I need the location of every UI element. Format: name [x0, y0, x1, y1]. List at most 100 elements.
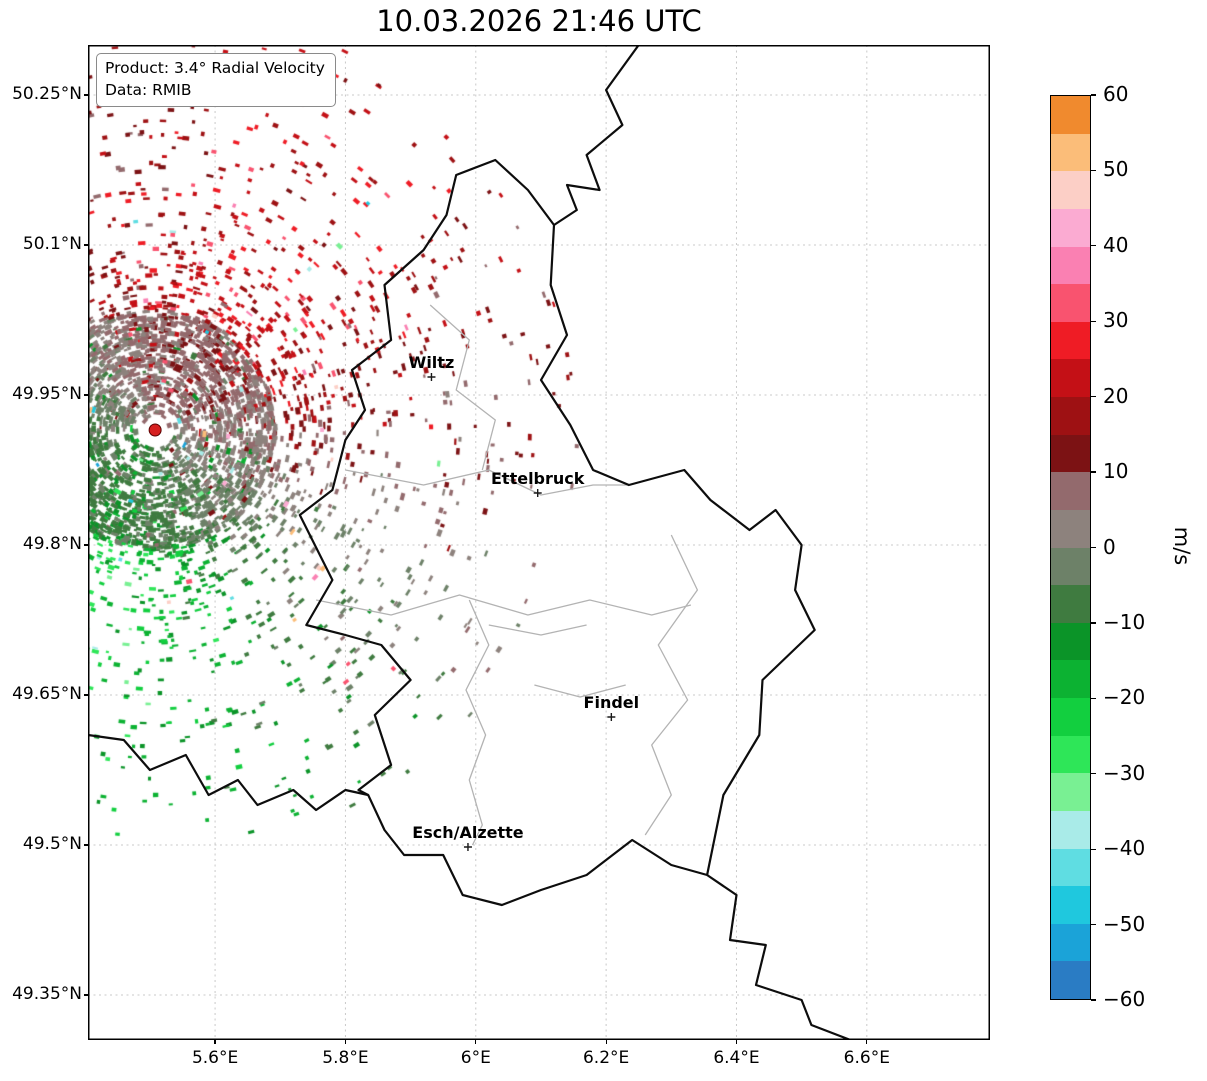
- x-tick-mark: [605, 1040, 607, 1044]
- colorbar-tick-mark: [1091, 169, 1096, 171]
- x-tick-mark: [866, 1040, 868, 1044]
- colorbar-tick-mark: [1091, 94, 1096, 96]
- district-border: [429, 304, 496, 471]
- colorbar-tick-label: 0: [1103, 534, 1116, 559]
- x-tick-mark: [344, 1040, 347, 1044]
- colorbar-band: [1051, 585, 1090, 623]
- district-border: [644, 534, 699, 836]
- x-tick-label: 6°E: [460, 1048, 491, 1068]
- colorbar-band: [1051, 434, 1090, 473]
- colorbar-tick-label: 50: [1103, 157, 1129, 182]
- city-label: Esch/Alzette: [412, 823, 523, 842]
- fr-de-border: [706, 874, 851, 1040]
- product-line: Product: 3.4° Radial Velocity: [105, 59, 325, 77]
- be-de-border: [553, 45, 640, 226]
- country-border: [298, 158, 816, 907]
- colorbar-band: [1051, 96, 1090, 134]
- colorbar-band: [1051, 246, 1090, 285]
- city-label: Ettelbruck: [491, 469, 585, 488]
- colorbar-band: [1051, 698, 1090, 736]
- colorbar-tick-label: −20: [1103, 685, 1146, 710]
- x-tick-mark: [214, 1040, 216, 1044]
- colorbar-band: [1051, 397, 1090, 435]
- y-tick-label: 49.35°N: [12, 984, 82, 1004]
- colorbar-tick-label: 10: [1103, 459, 1129, 484]
- colorbar-band: [1051, 321, 1090, 360]
- colorbar-tick-mark: [1091, 773, 1096, 775]
- x-tick-label: 5.8°E: [322, 1048, 369, 1068]
- colorbar-band: [1051, 133, 1090, 172]
- city-label: Findel: [584, 693, 640, 712]
- y-tick-label: 50.25°N: [12, 84, 82, 104]
- y-tick-mark: [84, 244, 88, 246]
- district-border: [465, 599, 490, 846]
- colorbar-tick-mark: [1091, 923, 1096, 926]
- colorbar-band: [1051, 171, 1090, 209]
- colorbar-tick-mark: [1091, 396, 1096, 398]
- colorbar-tick-mark: [1091, 546, 1096, 549]
- district-border: [345, 469, 629, 496]
- city-marker: [533, 489, 542, 497]
- colorbar-tick-label: 40: [1103, 232, 1129, 257]
- colorbar-tick-label: −10: [1103, 609, 1146, 634]
- x-tick-label: 5.6°E: [191, 1048, 239, 1068]
- colorbar-tick-label: −30: [1103, 760, 1146, 785]
- colorbar-band: [1051, 810, 1090, 849]
- x-tick-mark: [735, 1040, 738, 1044]
- colorbar-tick-mark: [1091, 320, 1096, 322]
- fr-be-border: [88, 733, 369, 812]
- city-label: Wiltz: [409, 353, 455, 372]
- colorbar-tick-label: −40: [1103, 836, 1146, 861]
- colorbar-tick-mark: [1091, 622, 1096, 624]
- colorbar-band: [1051, 660, 1090, 698]
- district-border: [534, 684, 626, 698]
- colorbar-tick-mark: [1091, 999, 1096, 1001]
- x-tick-mark: [475, 1040, 477, 1044]
- radar-echo-canvas: [88, 45, 990, 1040]
- city-marker: [427, 373, 436, 381]
- x-tick-label: 6.6°E: [843, 1048, 890, 1068]
- colorbar-band: [1051, 509, 1090, 548]
- colorbar-unit-label: m/s: [1170, 526, 1195, 566]
- data-source-line: Data: RMIB: [105, 81, 192, 99]
- y-tick-label: 49.65°N: [12, 684, 82, 704]
- colorbar-band: [1051, 359, 1090, 397]
- y-tick-label: 50.1°N: [22, 234, 82, 254]
- colorbar-tick-mark: [1091, 471, 1096, 473]
- colorbar-tick-mark: [1091, 697, 1096, 699]
- map-borders-layer: Wiltz Ettelbruck Findel Esch/Alzette: [88, 45, 990, 1040]
- plot-frame: [88, 45, 990, 1040]
- y-tick-label: 49.8°N: [22, 534, 82, 554]
- map-plot-area: Wiltz Ettelbruck Findel Esch/Alzette Produc…: [88, 45, 990, 1040]
- district-border: [315, 594, 692, 616]
- colorbar-band: [1051, 773, 1090, 811]
- colorbar-band: [1051, 961, 1090, 999]
- colorbar-band: [1051, 923, 1090, 962]
- colorbar-band: [1051, 622, 1090, 661]
- colorbar-band: [1051, 735, 1090, 774]
- y-tick-mark: [84, 544, 88, 546]
- y-tick-mark: [84, 844, 88, 846]
- colorbar-tick-label: 30: [1103, 308, 1129, 333]
- colorbar-tick-label: 20: [1103, 383, 1129, 408]
- y-tick-mark: [84, 94, 88, 96]
- y-tick-mark: [84, 694, 88, 696]
- figure-title: 10.03.2026 21:46 UTC: [376, 4, 702, 38]
- colorbar-tick-label: −50: [1103, 911, 1146, 936]
- colorbar-band: [1051, 208, 1090, 247]
- x-tick-label: 6.2°E: [582, 1048, 630, 1068]
- colorbar-band: [1051, 848, 1090, 887]
- colorbar-tick-mark: [1091, 848, 1096, 850]
- y-tick-mark: [84, 994, 88, 996]
- y-tick-label: 49.95°N: [12, 384, 82, 404]
- colorbar-tick-label: 60: [1103, 82, 1129, 106]
- district-border: [488, 624, 587, 636]
- y-tick-label: 49.5°N: [22, 834, 82, 854]
- colorbar-band: [1051, 886, 1090, 924]
- colorbar-tick-mark: [1091, 245, 1096, 247]
- y-tick-mark: [84, 394, 88, 396]
- colorbar: [1050, 95, 1091, 1000]
- colorbar-tick-label: −60: [1103, 987, 1146, 1011]
- colorbar-band: [1051, 284, 1090, 322]
